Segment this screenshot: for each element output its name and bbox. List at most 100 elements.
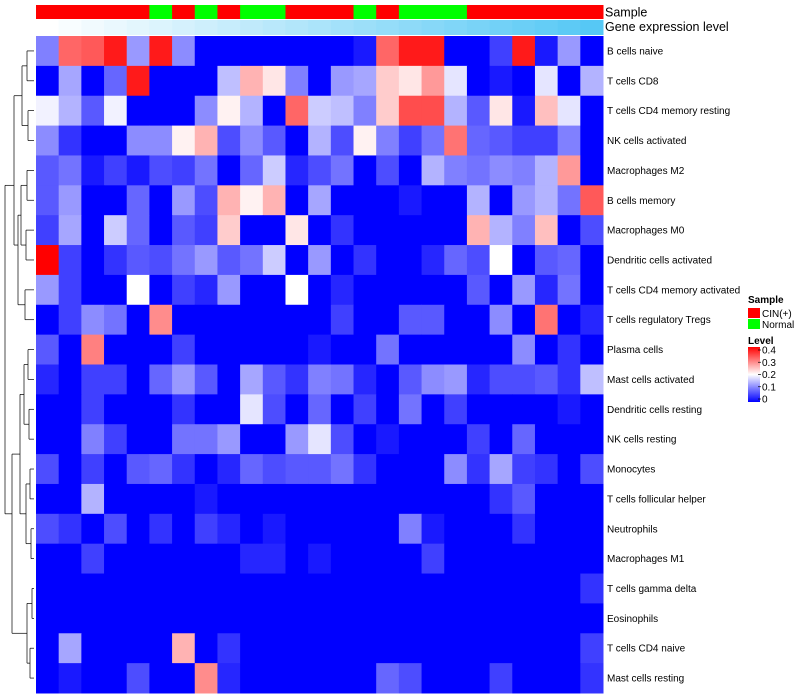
sample-annotation-cell — [512, 5, 536, 19]
heatmap-cell — [376, 663, 400, 694]
heatmap-cell — [444, 663, 468, 694]
heatmap-cell — [285, 245, 309, 276]
heatmap-cell — [376, 424, 400, 455]
heatmap-cell — [308, 95, 332, 127]
heatmap-cell — [353, 304, 377, 336]
heatmap-cell — [534, 334, 559, 365]
heatmap-cell — [534, 513, 559, 545]
heatmap-cell — [534, 304, 559, 336]
heatmap-cell — [534, 245, 559, 276]
heatmap-cell — [534, 95, 559, 127]
heatmap-cell — [512, 215, 536, 246]
heatmap-cell — [534, 155, 559, 186]
row-label: T cells gamma delta — [607, 584, 697, 595]
heatmap-cell — [285, 334, 309, 365]
heatmap-cell — [421, 65, 445, 97]
sample-annotation-cell — [172, 5, 196, 19]
heatmap-cell — [308, 245, 332, 276]
heatmap-cell — [557, 274, 581, 306]
heatmap-cell — [172, 603, 196, 634]
heatmap-cell — [580, 364, 604, 395]
heatmap-cell — [353, 543, 377, 575]
heatmap-cell — [285, 543, 309, 575]
heatmap-cell — [398, 424, 423, 455]
heatmap-cell — [376, 304, 400, 336]
heatmap-cell — [376, 215, 400, 246]
heatmap-cell — [104, 454, 128, 485]
heatmap-cell — [36, 483, 60, 515]
heatmap-cell — [398, 633, 423, 664]
heatmap-cell — [58, 483, 82, 515]
level-tick-label: 0.4 — [762, 346, 776, 357]
heatmap-cell — [240, 603, 264, 634]
heatmap-cell — [240, 304, 264, 336]
heatmap-cell — [217, 543, 241, 575]
heatmap-cell — [126, 215, 150, 246]
heatmap-cell — [489, 125, 513, 156]
heatmap-cell — [81, 334, 105, 365]
heatmap-cell — [534, 424, 559, 455]
heatmap-cell — [81, 245, 105, 276]
heatmap-cell — [557, 185, 581, 216]
heatmap-cell — [217, 155, 241, 186]
heatmap-cell — [58, 603, 82, 634]
heatmap-cell — [489, 334, 513, 365]
heatmap-cell — [194, 633, 218, 664]
heatmap-cell — [512, 334, 536, 365]
heatmap-cell — [557, 424, 581, 455]
heatmap-cell — [398, 185, 423, 216]
heatmap-cell — [353, 454, 377, 485]
heatmap-cell — [58, 364, 82, 395]
heatmap-cell — [285, 304, 309, 336]
heatmap-cell — [240, 513, 264, 545]
heatmap-cell — [353, 364, 377, 395]
heatmap-cell — [240, 155, 264, 186]
heatmap-cell — [489, 573, 513, 604]
heatmap-cell — [580, 334, 604, 365]
heatmap-cell — [126, 334, 150, 365]
sample-annotation-cell — [194, 5, 218, 19]
heatmap-cell — [126, 125, 150, 156]
level-tick-label: 0.3 — [762, 358, 776, 369]
heatmap-cell — [512, 185, 536, 216]
heatmap-cell — [36, 424, 60, 455]
heatmap-cell — [58, 215, 82, 246]
expression-annotation-cell — [512, 20, 536, 35]
row-label: B cells naive — [607, 46, 664, 57]
heatmap-cell — [330, 573, 355, 604]
heatmap-cell — [308, 185, 332, 216]
heatmap-cell — [217, 304, 241, 336]
heatmap-cell — [330, 274, 355, 306]
heatmap-cell — [240, 65, 264, 97]
heatmap-cell — [512, 424, 536, 455]
heatmap-cell — [81, 483, 105, 515]
heatmap-cell — [126, 155, 150, 186]
heatmap-cell — [421, 185, 445, 216]
expression-annotation-cell — [376, 20, 400, 35]
heatmap-cell — [557, 663, 581, 694]
heatmap-cell — [58, 424, 82, 455]
heatmap-cell — [194, 155, 218, 186]
heatmap-cell — [126, 573, 150, 604]
heatmap-cell — [489, 394, 513, 425]
heatmap-cell — [262, 454, 286, 485]
heatmap-cell — [81, 125, 105, 156]
sample-annotation-cell — [149, 5, 173, 19]
heatmap-cell — [36, 274, 60, 306]
heatmap-cell — [330, 95, 355, 127]
heatmap-cell — [466, 603, 491, 634]
heatmap-cell — [149, 334, 173, 365]
heatmap-cell — [421, 304, 445, 336]
heatmap-cell — [36, 394, 60, 425]
heatmap-cell — [194, 334, 218, 365]
heatmap-cell — [217, 125, 241, 156]
heatmap-cell — [172, 185, 196, 216]
heatmap-cell — [126, 274, 150, 306]
heatmap-cell — [240, 185, 264, 216]
heatmap-cell — [104, 36, 128, 67]
heatmap-cell — [81, 185, 105, 216]
heatmap-cell — [353, 155, 377, 186]
heatmap-cell — [81, 65, 105, 97]
heatmap-cell — [557, 125, 581, 156]
heatmap-cell — [262, 304, 286, 336]
